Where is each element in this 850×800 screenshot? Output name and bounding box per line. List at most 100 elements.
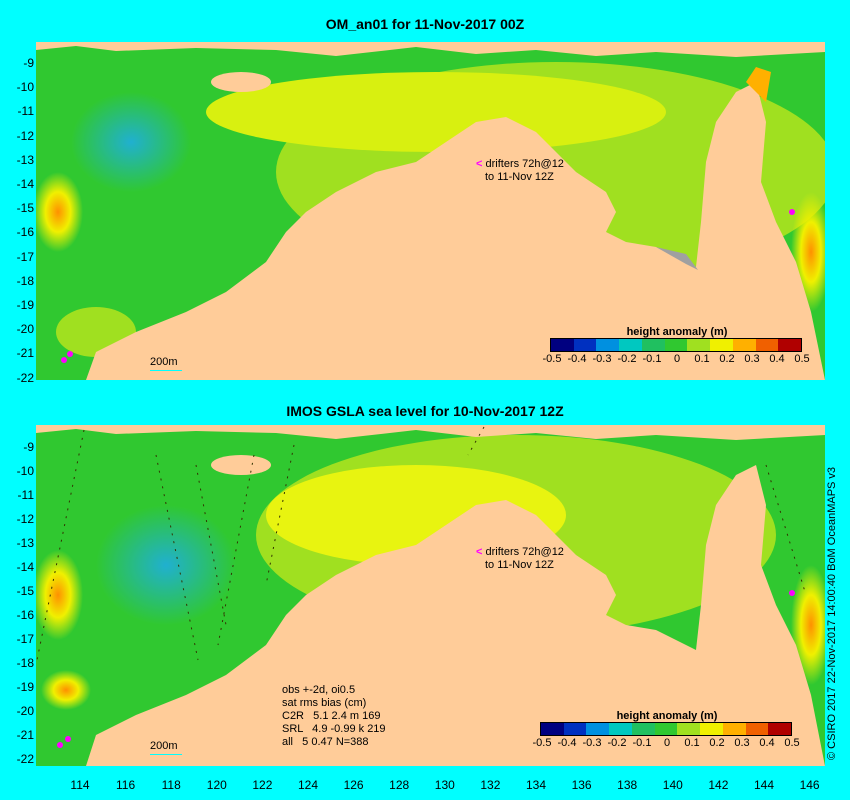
- legend-tick-label: 0.2: [719, 353, 735, 365]
- legend-tick-label: 0.1: [694, 353, 710, 365]
- legend-swatch: [541, 723, 564, 735]
- bottom-scale-line: [150, 754, 182, 755]
- legend-tick-label: -0.1: [642, 353, 662, 365]
- anomaly-high-west: [36, 550, 83, 640]
- lat-tick-label: -14: [16, 560, 34, 574]
- top-panel-title: OM_an01 for 11-Nov-2017 00Z: [325, 16, 525, 32]
- legend-swatch: [631, 723, 655, 735]
- lat-tick-label: -22: [16, 370, 34, 385]
- legend-swatch: [641, 339, 665, 351]
- legend-title: height anomaly (m): [616, 710, 718, 722]
- legend-swatch: [619, 339, 642, 351]
- legend-ticks: -0.5 -0.4 -0.3 -0.2 -0.1 0 0.1 0.2 0.3 0.4 0.5: [543, 352, 810, 366]
- legend-swatch: [722, 723, 746, 735]
- lon-tick-label: 116: [116, 778, 136, 792]
- lat-tick-label: -14: [16, 177, 34, 191]
- top-scale-label: 200m: [150, 356, 178, 368]
- anomaly-high-west: [36, 172, 83, 252]
- island: [211, 455, 271, 475]
- lat-tick-label: -13: [16, 536, 34, 550]
- legend-tick-label: 0.4: [769, 353, 785, 365]
- legend-tick-label: 0.1: [684, 737, 700, 749]
- legend-swatch: [710, 339, 733, 351]
- lat-tick-label: -9: [23, 440, 34, 454]
- lat-tick-label: -18: [16, 273, 34, 288]
- lat-tick-label: -20: [16, 322, 34, 337]
- anomaly-region-north: [206, 72, 666, 152]
- lat-tick-label: -15: [16, 584, 34, 598]
- lon-tick-label: 124: [297, 778, 319, 792]
- lon-tick-label: 138: [617, 778, 638, 792]
- legend-swatch: [700, 723, 723, 735]
- anomaly-low-west: [71, 92, 191, 192]
- legend-colorbar: [550, 338, 802, 352]
- legend-swatch: [755, 339, 779, 351]
- lat-tick-label: -16: [16, 608, 34, 622]
- legend-swatch: [609, 723, 632, 735]
- lat-tick-label: -9: [23, 56, 34, 70]
- legend-swatch: [745, 723, 769, 735]
- land-australia: [86, 82, 825, 380]
- bottom-scale-label: 200m: [150, 740, 178, 752]
- land-north: [36, 42, 825, 57]
- lat-tick-label: -15: [16, 201, 34, 216]
- legend-swatch: [596, 339, 620, 351]
- lon-tick-label: 144: [753, 778, 775, 792]
- drifter-marker: [65, 736, 71, 742]
- lon-tick-label: 128: [389, 778, 410, 792]
- legend-tick-label: -0.4: [557, 737, 577, 749]
- legend-tick-label: -0.1: [632, 737, 652, 749]
- legend-swatch: [677, 723, 701, 735]
- lat-tick-label: -18: [16, 656, 34, 670]
- legend-title: height anomaly (m): [626, 326, 728, 338]
- lon-tick-label: 120: [206, 778, 227, 792]
- top-drifter-note: < drifters 72h@12 to 11-Nov 12Z: [476, 158, 564, 183]
- drifter-marker: [789, 209, 795, 215]
- legend-tick-label: -0.2: [617, 353, 637, 365]
- legend-swatch: [654, 723, 678, 735]
- lat-tick-label: -20: [16, 704, 34, 718]
- legend-tick-label: 0: [663, 737, 671, 749]
- legend-tick-label: -0.3: [592, 353, 612, 365]
- lat-tick-label: -22: [16, 752, 34, 766]
- anomaly-high-east: [791, 565, 825, 685]
- lat-tick-label: -10: [16, 464, 34, 478]
- legend-swatch: [573, 339, 597, 351]
- anomaly-low-west: [96, 505, 236, 625]
- island: [211, 72, 271, 92]
- top-map: [36, 42, 825, 380]
- lat-tick-label: -11: [17, 488, 34, 502]
- legend-tick-label: 0.2: [709, 737, 725, 749]
- drifter-arrow-icon: <: [476, 158, 483, 170]
- lon-tick-label: 132: [480, 778, 501, 792]
- legend-tick-label: 0.5: [784, 737, 800, 749]
- legend-colorbar: [540, 722, 792, 736]
- drifter-marker: [789, 590, 795, 596]
- drifter-marker: [67, 351, 73, 357]
- top-scale-line: [150, 370, 182, 371]
- legend-tick-label: -0.3: [582, 737, 602, 749]
- lon-tick-label: 146: [799, 778, 820, 792]
- legend-swatch: [768, 723, 792, 735]
- satellite-tracks: [36, 426, 807, 666]
- bottom-drifter-note: < drifters 72h@12 to 11-Nov 12Z: [476, 546, 564, 571]
- legend-tick-label: -0.5: [542, 353, 562, 365]
- lon-tick-label: 122: [252, 778, 273, 792]
- lon-tick-label: 126: [343, 778, 364, 792]
- legend-tick-label: 0.5: [794, 353, 810, 365]
- legend-swatch: [732, 339, 756, 351]
- legend-tick-label: 0.4: [759, 737, 775, 749]
- lon-tick-label: 136: [571, 778, 592, 792]
- lat-tick-label: -10: [16, 80, 34, 95]
- drifter-marker: [61, 357, 67, 363]
- lat-tick-label: -13: [16, 152, 34, 167]
- legend-ticks: -0.5 -0.4 -0.3 -0.2 -0.1 0 0.1 0.2 0.3 0.4 0.5: [533, 736, 800, 750]
- lat-tick-label: -16: [16, 225, 34, 240]
- drifter-arrow-icon: <: [476, 546, 483, 558]
- lat-tick-label: -19: [16, 680, 34, 694]
- land-north: [36, 425, 825, 440]
- lon-tick-label: 142: [708, 778, 729, 792]
- lat-tick-label: -17: [16, 249, 34, 264]
- lat-tick-label: -12: [16, 128, 34, 143]
- lat-tick-label: -12: [16, 512, 34, 526]
